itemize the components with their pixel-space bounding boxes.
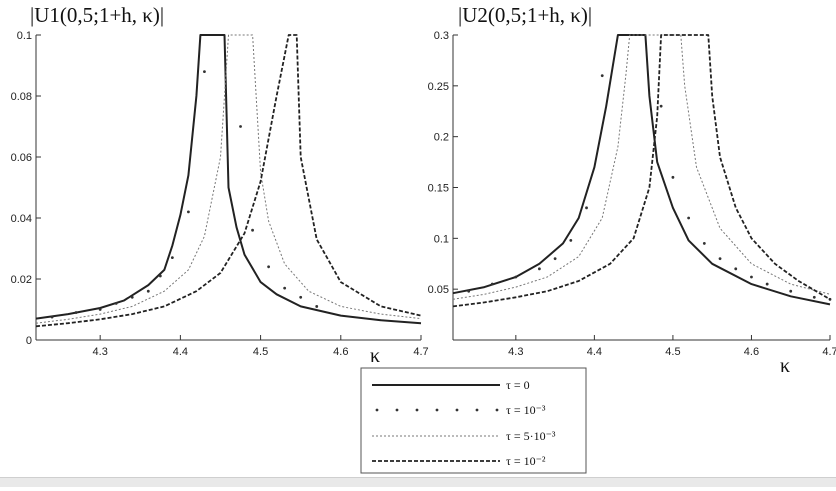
data-point — [170, 256, 174, 260]
x-tick-label: 4.7 — [413, 346, 428, 358]
y-tick-label: 0 — [26, 335, 32, 347]
y-tick-label: 0.3 — [434, 30, 449, 42]
x-tick-label: 4.5 — [665, 346, 680, 358]
y-tick-label: 0.06 — [11, 152, 32, 164]
data-point — [537, 267, 541, 271]
legend-swatch-dot — [395, 408, 399, 412]
y-tick-label: 0.08 — [11, 91, 32, 103]
data-point — [600, 74, 604, 78]
series-line-3 — [35, 34, 422, 328]
x-tick-label: 4.4 — [173, 346, 188, 358]
series-u1 — [35, 34, 422, 328]
data-point — [765, 282, 769, 286]
series-line-2 — [452, 34, 831, 300]
data-point — [186, 210, 190, 214]
data-point — [203, 70, 206, 73]
data-point — [299, 295, 303, 299]
data-point — [734, 267, 738, 271]
series-tau-1e-3 — [467, 74, 832, 301]
legend-swatch-dot — [495, 408, 499, 412]
y-tick-label: 0.04 — [11, 213, 32, 225]
data-point — [98, 308, 102, 311]
data-point — [687, 216, 691, 220]
legend-swatch-dot — [435, 408, 439, 412]
data-point — [267, 265, 271, 269]
legend-swatch-dot — [475, 408, 479, 412]
legend-label: τ = 0 — [506, 378, 530, 392]
data-point — [671, 175, 675, 179]
legend-swatch-dot — [455, 408, 459, 412]
series-u2 — [452, 34, 832, 308]
data-point — [490, 282, 494, 286]
data-point — [283, 286, 287, 290]
chart-title-u1: |U1(0,5;1+h, κ)| — [30, 3, 164, 27]
x-axis-label-u2: κ — [780, 355, 790, 377]
x-tick-label: 4.5 — [253, 346, 268, 358]
x-tick-label: 4.6 — [744, 346, 759, 358]
data-point — [114, 302, 118, 305]
x-tick-label: 4.3 — [93, 346, 108, 358]
series-tau-1e-3 — [50, 70, 319, 319]
data-point — [812, 295, 816, 299]
data-point — [702, 242, 706, 245]
data-point — [146, 289, 150, 293]
chart-title-u2: |U2(0,5;1+h, κ)| — [458, 3, 592, 27]
x-tick-label: 4.6 — [333, 346, 348, 358]
chart-panel-u1: |U1(0,5;1+h, κ)| κ 4.3 4.4 4.5 4.6 4.7 0 0.02 0… — [11, 3, 429, 367]
series-line-3 — [452, 34, 831, 308]
data-point — [750, 275, 753, 279]
data-point — [130, 295, 134, 299]
legend-label: τ = 5·10⁻³ — [506, 429, 556, 443]
bottom-edge — [0, 477, 836, 487]
x-tick-label: 4.7 — [822, 346, 836, 358]
data-point — [74, 311, 78, 314]
chart-panel-u2: |U2(0,5;1+h, κ)| κ 4.3 4.4 4.5 4.6 4.7 0.05 0.… — [428, 3, 836, 377]
data-point — [239, 125, 242, 128]
data-point — [467, 289, 471, 293]
data-point — [585, 206, 588, 210]
y-tick-label: 0.15 — [428, 183, 449, 195]
y-tick-label: 0.05 — [428, 284, 449, 296]
y-tick-label: 0.25 — [428, 81, 449, 93]
data-point — [514, 275, 518, 279]
data-point — [50, 315, 54, 319]
ticks-u1: 4.3 4.4 4.5 4.6 4.7 0 0.02 0.04 0.06 0.08 0.1 — [11, 30, 429, 358]
y-tick-label: 0.1 — [434, 233, 449, 245]
y-tick-label: 0.02 — [11, 274, 32, 286]
x-tick-label: 4.4 — [587, 346, 602, 358]
series-line-2 — [35, 34, 422, 324]
legend-label: τ = 10⁻³ — [506, 403, 546, 417]
x-tick-label: 4.3 — [508, 346, 523, 358]
data-point — [251, 228, 254, 232]
y-tick-label: 0.2 — [434, 132, 449, 144]
data-point — [718, 257, 722, 261]
chart-legend: τ = 0 τ = 10⁻³ τ = 5·10⁻³ τ = 10⁻² — [360, 367, 587, 474]
x-axis-label-u1: κ — [370, 345, 380, 367]
ticks-u2: 4.3 4.4 4.5 4.6 4.7 0.05 0.1 0.15 0.2 0.25 0.3 — [428, 30, 836, 358]
legend-frame — [360, 367, 587, 474]
data-point — [659, 104, 663, 108]
y-tick-label: 0.1 — [17, 30, 32, 42]
data-point — [828, 297, 832, 301]
data-point — [569, 238, 573, 242]
data-point — [789, 289, 793, 293]
data-point — [553, 257, 557, 261]
data-point — [158, 274, 162, 278]
legend-swatch-dot — [375, 408, 379, 412]
legend-swatch-dot — [415, 408, 419, 412]
series-line-0 — [35, 34, 422, 325]
data-point — [315, 305, 319, 308]
axes-u2 — [452, 35, 830, 341]
series-line-0 — [452, 34, 831, 306]
legend-label: τ = 10⁻² — [506, 454, 546, 468]
